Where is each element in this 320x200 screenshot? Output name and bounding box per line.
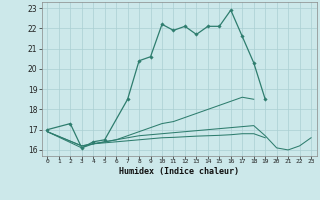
X-axis label: Humidex (Indice chaleur): Humidex (Indice chaleur) [119,167,239,176]
